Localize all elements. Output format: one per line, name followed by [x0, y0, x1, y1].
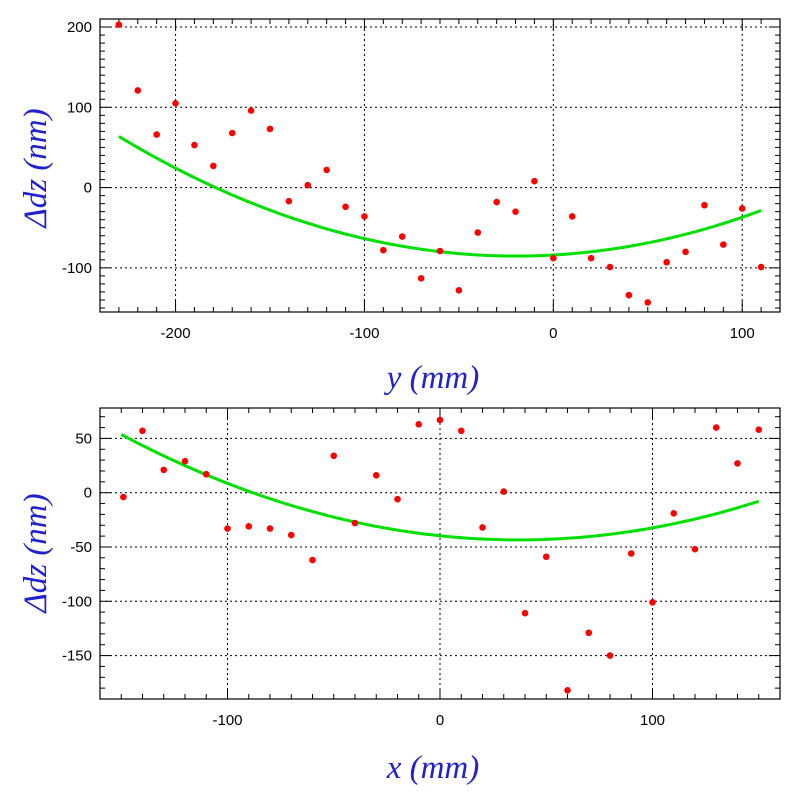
- bottom-data-point: [415, 420, 423, 428]
- top-data-point: [417, 274, 425, 282]
- bottom-data-point: [606, 652, 614, 659]
- bottom-data-point: [712, 424, 720, 431]
- top-data-point: [625, 291, 633, 299]
- top-data-point: [134, 87, 142, 94]
- top-data-point: [285, 197, 293, 205]
- bottom-data-point: [160, 466, 168, 474]
- bottom-xlabel: x (mm): [386, 750, 480, 786]
- bottom-data-point: [479, 524, 486, 531]
- top-data-point: [210, 162, 217, 170]
- bottom-y-tick-label: 0: [84, 485, 92, 502]
- top-x-tick-label: -100: [349, 325, 379, 342]
- bottom-data-point: [755, 426, 763, 434]
- top-data-point: [380, 246, 387, 254]
- top-data-point: [436, 247, 444, 255]
- bottom-data-point: [394, 495, 401, 503]
- top-data-point: [398, 233, 406, 240]
- bottom-y-tick-label: -150: [62, 648, 92, 665]
- top-data-point: [701, 201, 708, 209]
- bottom-data-point: [627, 550, 635, 557]
- top-data-point: [266, 125, 274, 133]
- bottom-data-point: [351, 519, 359, 527]
- top-data-point: [228, 129, 236, 137]
- bottom-data-point: [224, 525, 231, 532]
- top-data-point: [682, 248, 689, 256]
- top-data-point: [663, 258, 670, 266]
- bottom-x-tick-label: 0: [436, 712, 444, 729]
- bottom-data-point: [691, 545, 699, 553]
- top-y-tick-label: 0: [84, 180, 92, 197]
- bottom-data-point: [457, 427, 465, 435]
- top-data-point: [738, 205, 746, 212]
- top-data-point: [323, 166, 330, 174]
- bottom-y-tick-label: -100: [62, 593, 92, 610]
- bottom-y-tick-label: 50: [75, 430, 92, 447]
- top-data-point: [720, 241, 727, 248]
- top-y-tick-label: 200: [67, 19, 92, 36]
- bottom-data-point: [500, 488, 508, 495]
- bottom-x-tick-label: 100: [640, 712, 665, 729]
- top-y-tick-label: -100: [62, 260, 92, 277]
- top-data-point: [550, 254, 557, 262]
- top-data-point: [474, 229, 482, 236]
- bottom-data-point: [670, 510, 678, 517]
- bottom-data-point: [649, 599, 656, 606]
- top-data-point: [172, 99, 179, 107]
- top-data-point: [493, 198, 500, 206]
- top-data-point: [191, 141, 198, 149]
- bottom-data-point: [139, 427, 146, 435]
- top-y-tick-label: 100: [67, 99, 92, 116]
- bottom-data-point: [330, 452, 338, 460]
- top-data-point: [304, 181, 312, 189]
- top-data-point: [568, 213, 576, 220]
- top-data-point: [606, 263, 614, 271]
- bottom-data-point: [120, 493, 127, 501]
- bottom-data-point: [542, 553, 550, 561]
- bottom-panel: x (mm) Δdz (nm) -100 0 100 -150 -100 -50 0 50: [18, 407, 781, 786]
- bottom-data-point: [287, 531, 295, 539]
- bottom-data-point: [266, 525, 274, 532]
- top-data-point: [342, 203, 349, 211]
- bottom-x-tick-label: -100: [212, 712, 242, 729]
- top-data-point: [757, 263, 765, 271]
- top-data-point: [512, 208, 519, 215]
- bottom-data-point: [309, 556, 316, 564]
- bottom-data-point: [734, 460, 741, 467]
- top-fit-curve: [118, 135, 762, 258]
- bottom-y-tick-label: -50: [70, 539, 92, 556]
- bottom-data-point: [436, 416, 444, 424]
- top-data-point: [455, 287, 463, 294]
- top-data-point: [644, 299, 652, 306]
- top-x-tick-label: -200: [161, 325, 191, 342]
- top-data-point: [361, 213, 368, 220]
- top-data-point: [115, 21, 123, 28]
- top-data-point: [587, 254, 595, 262]
- top-data-point: [531, 177, 538, 185]
- top-x-tick-label: 100: [730, 325, 755, 342]
- top-data-point: [153, 131, 160, 138]
- top-ylabel: Δdz (nm): [18, 108, 54, 229]
- top-data-point: [247, 107, 255, 114]
- top-x-tick-label: 0: [549, 325, 557, 342]
- bottom-fit-curve: [120, 433, 760, 542]
- top-panel: y (mm) Δdz (nm) -200 -100 0 100 -100 0 100 200: [18, 18, 781, 396]
- bottom-data-point: [372, 472, 380, 479]
- top-xlabel: y (mm): [384, 360, 480, 396]
- bottom-data-point: [585, 629, 593, 637]
- bottom-data-point: [521, 609, 529, 617]
- bottom-data-point: [564, 687, 571, 694]
- bottom-data-point: [245, 523, 253, 530]
- bottom-data-point: [202, 470, 210, 478]
- bottom-data-point: [181, 457, 189, 465]
- bottom-ylabel: Δdz (nm): [18, 493, 54, 614]
